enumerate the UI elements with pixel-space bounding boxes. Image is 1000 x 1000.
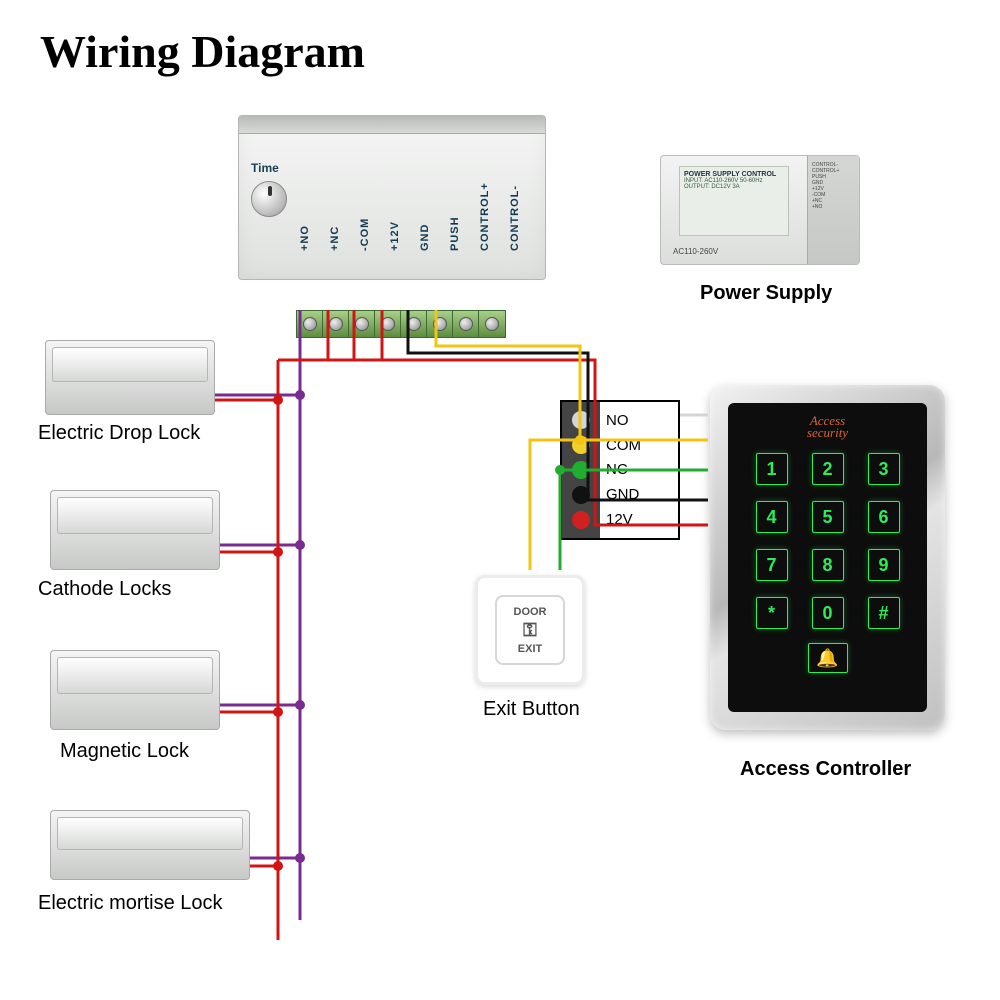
controller-terminal-labels: NO COM NC GND 12V xyxy=(600,402,678,538)
controller-screen: Access security 123 456 789 * 0 # 🔔 xyxy=(728,403,927,712)
psu-body: Time +NO+NC-COM+12VGNDPUSHCONTROL+CONTRO… xyxy=(238,115,546,280)
psu-small-label: POWER SUPPLY CONTROL INPUT: AC110-260V 5… xyxy=(679,166,789,236)
psu-terminal xyxy=(297,311,323,337)
cathode-lock xyxy=(50,490,220,570)
terminal-dot xyxy=(572,486,590,504)
wire-node xyxy=(273,861,283,871)
terminal-row-label: COM xyxy=(606,437,672,454)
exit-button-device: DOOR ⚿ EXIT xyxy=(475,575,585,685)
terminal-row-label: NO xyxy=(606,412,672,429)
exit-button-face: DOOR ⚿ EXIT xyxy=(495,595,565,665)
psu-pin-label: +NO xyxy=(299,151,325,251)
keypad-key: 2 xyxy=(812,453,844,485)
psu-pin-label: +NC xyxy=(329,151,355,251)
magnetic-lock xyxy=(50,650,220,730)
terminal-dot xyxy=(572,461,590,479)
psu-terminal xyxy=(323,311,349,337)
wire-node xyxy=(295,853,305,863)
power-supply-label: Power Supply xyxy=(700,282,832,305)
psu-pin-labels: +NO+NC-COM+12VGNDPUSHCONTROL+CONTROL- xyxy=(299,151,535,251)
psu-pin-label: CONTROL+ xyxy=(479,151,505,251)
controller-keypad: 123 456 789 * 0 # xyxy=(756,453,900,629)
controller-terminal-block: NO COM NC GND 12V xyxy=(560,400,680,540)
controller-bell-key: 🔔 xyxy=(808,643,848,673)
access-controller: Access security 123 456 789 * 0 # 🔔 xyxy=(710,385,945,730)
psu-small-title: POWER SUPPLY CONTROL xyxy=(684,171,776,178)
keypad-key: 8 xyxy=(812,549,844,581)
wire-node xyxy=(295,700,305,710)
controller-brand-sub: security xyxy=(807,425,848,441)
terminal-row-label: GND xyxy=(606,486,672,503)
wire-node xyxy=(273,395,283,405)
psu-pin-label: -COM xyxy=(359,151,385,251)
wire-node xyxy=(273,547,283,557)
psu-terminal xyxy=(453,311,479,337)
psu-pin-label: PUSH xyxy=(449,151,475,251)
wire-node xyxy=(273,707,283,717)
controller-brand: Access security xyxy=(807,417,848,441)
psu-terminal xyxy=(401,311,427,337)
psu-time-knob xyxy=(251,181,287,217)
psu-pin-label: GND xyxy=(419,151,445,251)
terminal-row-label: NC xyxy=(606,461,672,478)
keypad-key: 6 xyxy=(868,501,900,533)
page-title: Wiring Diagram xyxy=(40,25,365,78)
keypad-key: * xyxy=(756,597,788,629)
exit-button-text-bottom: EXIT xyxy=(518,643,542,655)
electric-drop-lock xyxy=(45,340,215,415)
psu-pin-label: CONTROL- xyxy=(509,151,535,251)
controller-terminal-dots xyxy=(562,402,600,538)
exit-button-text-top: DOOR xyxy=(514,606,547,618)
psu-terminal xyxy=(349,311,375,337)
psu-terminal xyxy=(427,311,453,337)
exit-button-label: Exit Button xyxy=(483,698,580,721)
psu-small-ac-label: AC110-260V xyxy=(673,247,718,256)
wire-node xyxy=(295,390,305,400)
keypad-key: 1 xyxy=(756,453,788,485)
psu-small-line2: OUTPUT: DC12V 3A xyxy=(684,184,784,190)
keypad-key: 5 xyxy=(812,501,844,533)
terminal-dot xyxy=(572,511,590,529)
terminal-row-label: 12V xyxy=(606,511,672,528)
psu-pin-label: +12V xyxy=(389,151,415,251)
keypad-key: 9 xyxy=(868,549,900,581)
magnetic-lock-label: Magnetic Lock xyxy=(60,740,189,763)
keypad-key: 7 xyxy=(756,549,788,581)
wire-node xyxy=(295,540,305,550)
psu-time-label: Time xyxy=(251,161,279,175)
power-supply-unit: Time +NO+NC-COM+12VGNDPUSHCONTROL+CONTRO… xyxy=(238,115,546,310)
power-supply-small: POWER SUPPLY CONTROL INPUT: AC110-260V 5… xyxy=(660,155,860,265)
psu-small-side-pins: CONTROL- CONTROL+ PUSH GND +12V -COM +NC… xyxy=(807,156,859,264)
access-controller-label: Access Controller xyxy=(740,758,911,781)
key-icon: ⚿ xyxy=(523,620,537,641)
electric-drop-lock-label: Electric Drop Lock xyxy=(38,422,200,445)
psu-terminal xyxy=(479,311,505,337)
keypad-key: 3 xyxy=(868,453,900,485)
terminal-dot xyxy=(572,411,590,429)
psu-terminal xyxy=(375,311,401,337)
keypad-key: 0 xyxy=(812,597,844,629)
keypad-key: 4 xyxy=(756,501,788,533)
terminal-dot xyxy=(572,436,590,454)
psu-terminal-block xyxy=(296,310,506,338)
electric-mortise-lock-label: Electric mortise Lock xyxy=(38,892,223,915)
keypad-key: # xyxy=(868,597,900,629)
cathode-lock-label: Cathode Locks xyxy=(38,578,171,601)
electric-mortise-lock xyxy=(50,810,250,880)
psu-top-edge xyxy=(239,116,545,134)
